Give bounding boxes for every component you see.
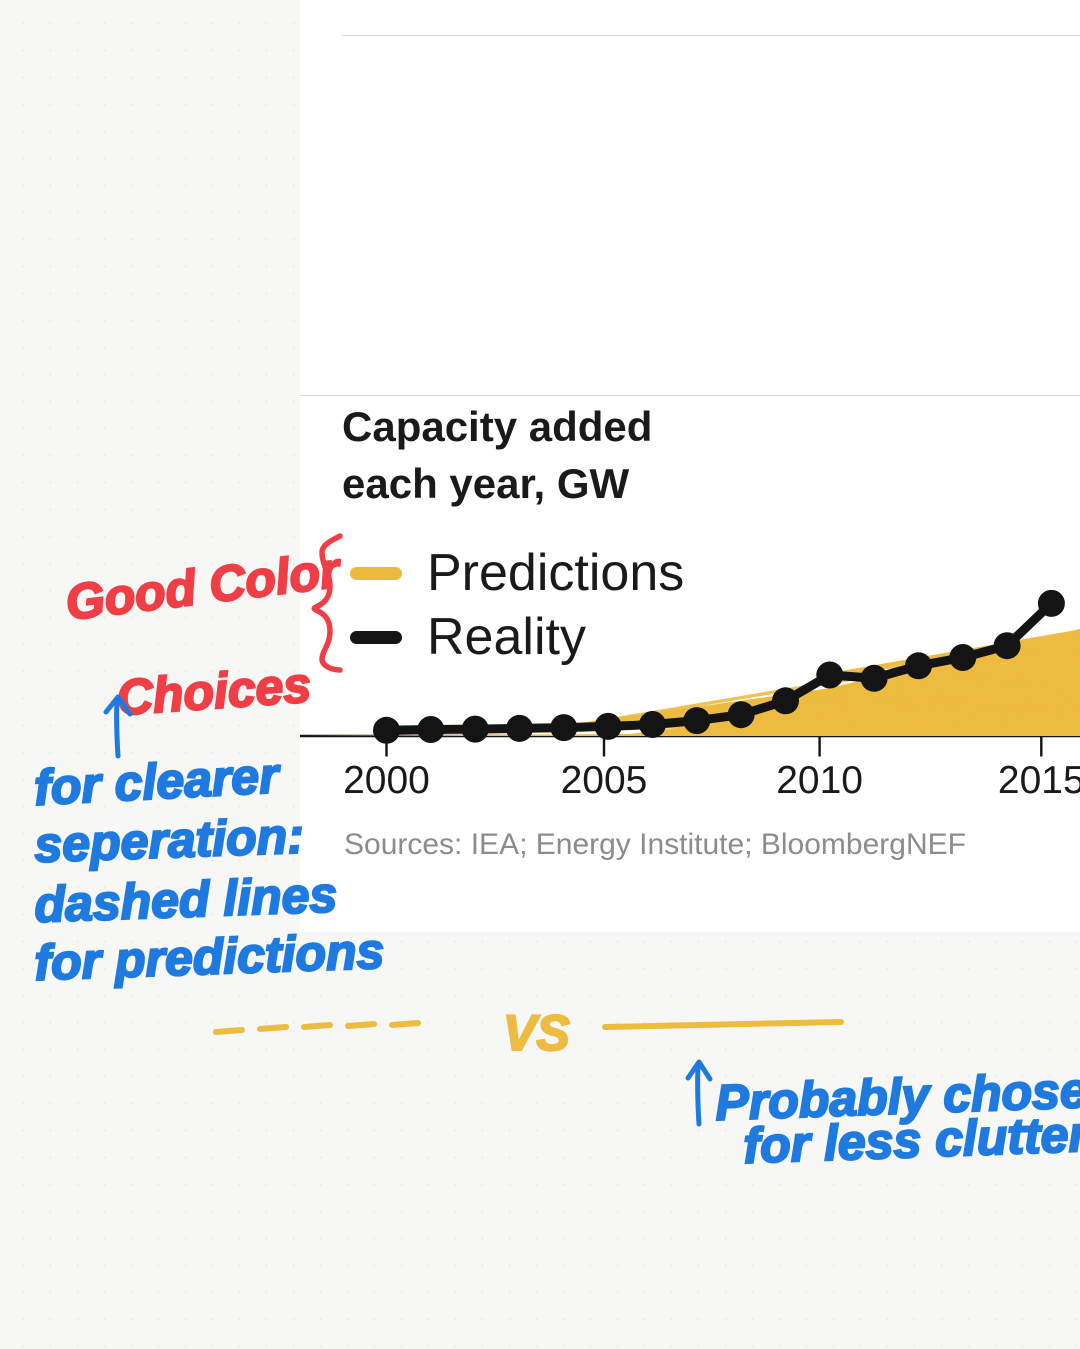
svg-text:dashed lines: dashed lines — [33, 866, 338, 933]
svg-text:VS: VS — [503, 1005, 570, 1061]
svg-text:Choices: Choices — [115, 657, 313, 726]
svg-text:for predictions: for predictions — [33, 923, 385, 991]
svg-text:Good Color: Good Color — [63, 542, 345, 631]
svg-text:seperation:: seperation: — [33, 808, 304, 873]
svg-text:for less clutter: for less clutter — [742, 1106, 1080, 1174]
svg-text:for clearer: for clearer — [33, 747, 283, 816]
